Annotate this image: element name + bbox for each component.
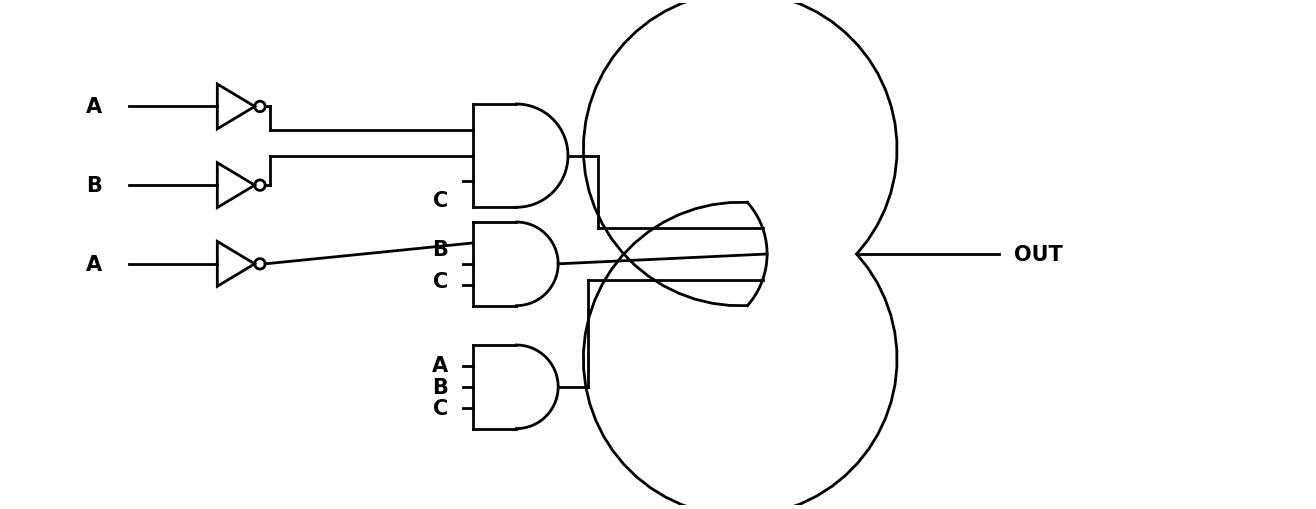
Text: C: C: [433, 271, 449, 291]
Text: A: A: [87, 97, 103, 117]
Text: B: B: [433, 377, 449, 397]
Text: C: C: [433, 190, 449, 211]
Text: C: C: [433, 399, 449, 418]
Text: A: A: [87, 254, 103, 274]
Text: B: B: [87, 176, 103, 196]
Text: B: B: [433, 240, 449, 260]
Text: OUT: OUT: [1015, 244, 1063, 265]
Text: A: A: [433, 355, 449, 376]
